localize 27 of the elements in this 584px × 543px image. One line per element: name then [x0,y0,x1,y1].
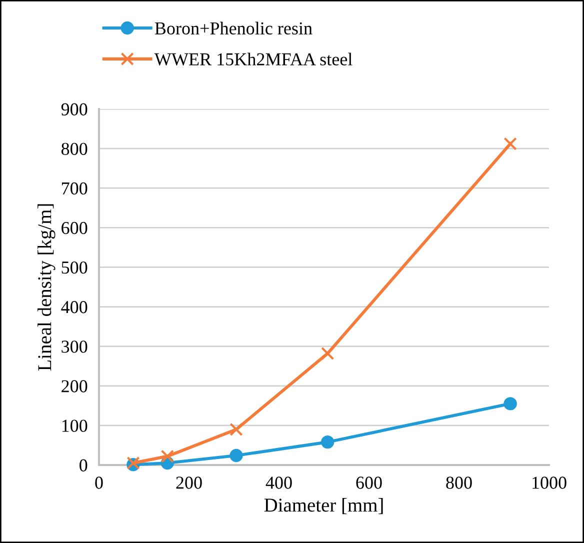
point [230,422,243,436]
y-axis-title: Lineal density [kg/m] [38,204,56,371]
y-tick-label: 300 [62,340,88,353]
y-tick-label: 900 [61,103,88,116]
legend-label: Boron+Phenolic resin [154,22,312,34]
legend-label: WWER 15Kh2MFAA steel [154,52,352,66]
point [504,397,517,410]
y-tick-label: 400 [61,301,88,314]
x-tick-label: 0 [95,476,103,489]
y-tick-label: 100 [62,420,88,432]
y-tick-label: 600 [62,222,88,234]
x-axis-title: Diameter [mm] [264,498,383,514]
point [321,346,334,360]
point [160,450,174,463]
point [321,435,334,449]
y-tick-label: 800 [61,142,88,155]
y-tick-label: 500 [62,261,88,274]
x-tick-label: 800 [446,476,472,489]
y-tick-label: 0 [80,459,88,472]
x-tick-label: 200 [176,476,202,489]
y-tick-label: 700 [62,182,88,195]
x-tick-label: 1000 [532,476,566,489]
point [230,448,243,462]
x-tick-label: 400 [266,476,292,489]
x-tick-label: 600 [356,476,382,489]
y-tick-label: 200 [62,380,88,392]
point [504,137,517,150]
